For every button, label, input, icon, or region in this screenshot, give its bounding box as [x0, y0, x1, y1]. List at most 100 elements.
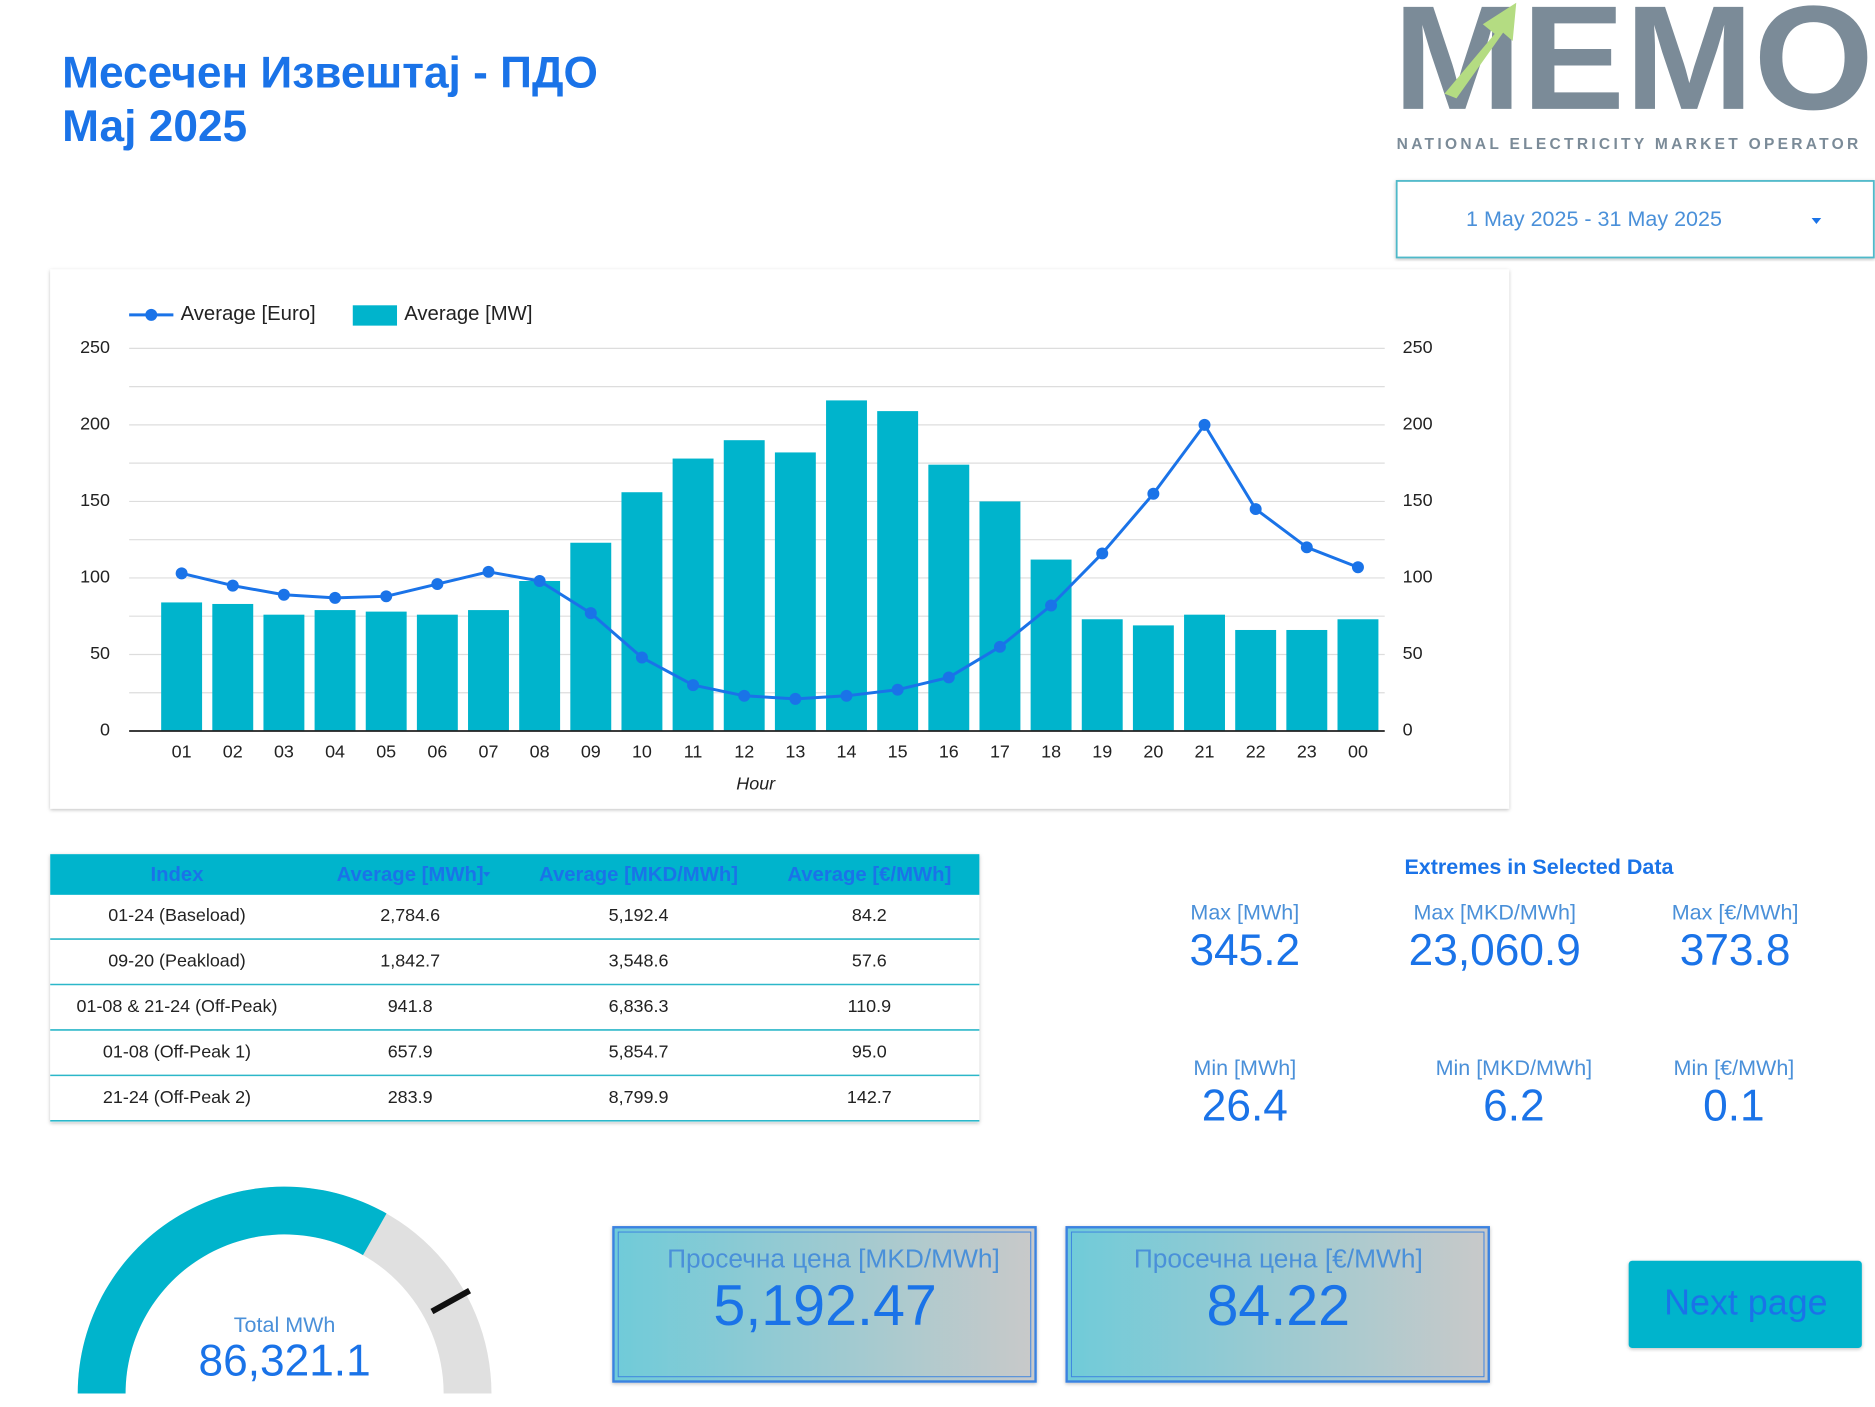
extreme-label: Min [MWh] — [1193, 1056, 1296, 1080]
y2-tick-label: 50 — [1403, 643, 1423, 663]
line-point — [584, 607, 597, 620]
gauge: Total MWh 86,321.1 — [77, 1186, 492, 1394]
table-cell: 3,548.6 — [609, 951, 669, 971]
bar — [314, 610, 356, 732]
table-cell: 84.2 — [852, 905, 887, 925]
x-tick-label: 18 — [1041, 741, 1061, 761]
bar — [1081, 619, 1123, 732]
y-tick-label: 200 — [80, 414, 110, 434]
extreme-label: Max [€/MWh] — [1672, 901, 1799, 925]
gauge-label: Total MWh — [234, 1313, 336, 1337]
table-header-cell: Average [MKD/MWh] — [539, 864, 738, 886]
x-tick-label: 08 — [530, 741, 550, 761]
title: Месечен Извештај - ПДО — [62, 48, 598, 97]
line-point — [380, 590, 393, 603]
legend-label: Average [Euro] — [181, 303, 316, 325]
table-cell: 142.7 — [847, 1087, 892, 1107]
table-cell: 57.6 — [852, 951, 887, 971]
bar — [723, 440, 765, 732]
button-label[interactable]: Next page — [1664, 1282, 1827, 1322]
date-range[interactable]: 1 May 2025 - 31 May 2025 — [1466, 207, 1722, 231]
kpi-card: Просечна цена [€/MWh] 84.22 — [1065, 1226, 1490, 1383]
x-tick-label: 03 — [274, 741, 294, 761]
line-point — [482, 565, 495, 578]
card-inner — [617, 1231, 1032, 1378]
extreme-value: 0.1 — [1703, 1082, 1765, 1131]
y2-tick-label: 150 — [1403, 490, 1433, 510]
line-point — [1096, 547, 1109, 560]
bar — [877, 411, 919, 732]
next-page-button[interactable]: Next page — [1628, 1260, 1862, 1349]
bar — [1184, 614, 1225, 732]
legend-dot — [145, 308, 158, 321]
table-cell: 09-20 (Peakload) — [108, 951, 246, 971]
line-point — [942, 671, 955, 684]
bar — [468, 610, 509, 732]
x-tick-label: 20 — [1143, 741, 1163, 761]
button-box[interactable] — [1628, 1260, 1862, 1349]
bar — [161, 602, 203, 732]
line-point — [1045, 599, 1058, 612]
line-point — [431, 578, 444, 591]
extreme-value: 6.2 — [1483, 1082, 1545, 1131]
table-cell: 2,784.6 — [380, 905, 440, 925]
table-cell: 95.0 — [852, 1041, 887, 1061]
x-tick-label: 11 — [684, 741, 703, 761]
dropdown-arrow[interactable] — [1811, 218, 1822, 224]
bar — [416, 614, 458, 732]
line-point — [277, 588, 290, 601]
line-point — [1198, 418, 1211, 431]
extremes: Extremes in Selected Data Max [MWh]345.2… — [1189, 855, 1798, 1130]
table-header — [50, 854, 980, 895]
x-tick-label: 14 — [837, 741, 857, 761]
gauge-value: 86,321.1 — [199, 1336, 371, 1385]
y2-tick-label: 200 — [1403, 414, 1433, 434]
table-cell: 6,836.3 — [609, 996, 669, 1016]
legend-swatch — [352, 305, 398, 326]
legend-item: Average [Euro] — [129, 303, 316, 325]
table-cell: 5,854.7 — [609, 1041, 669, 1061]
table-cell: 8,799.9 — [609, 1087, 669, 1107]
x-tick-label: 12 — [734, 741, 754, 761]
x-tick-label: 05 — [376, 741, 396, 761]
bar — [1132, 625, 1174, 732]
bar — [365, 611, 407, 732]
date-picker-box[interactable] — [1395, 180, 1875, 259]
line-point — [329, 591, 342, 604]
line-point — [226, 579, 239, 592]
x-tick-label: 23 — [1297, 741, 1317, 761]
bar — [570, 542, 612, 732]
bar — [979, 501, 1021, 732]
line-point — [993, 640, 1006, 653]
x-tick-label: 22 — [1246, 741, 1266, 761]
bar — [826, 400, 867, 732]
y2-tick-label: 0 — [1403, 720, 1413, 740]
bar — [774, 452, 816, 732]
line-point — [789, 692, 802, 705]
line-point — [840, 689, 853, 702]
bar — [1337, 619, 1379, 732]
y-tick-label: 50 — [90, 643, 110, 663]
table-cell: 01-08 & 21-24 (Off-Peak) — [77, 996, 278, 1016]
y-tick-label: 150 — [80, 490, 110, 510]
x-tick-label: 16 — [939, 741, 959, 761]
x-tick-label: 17 — [990, 741, 1010, 761]
x-tick-label: 09 — [581, 741, 601, 761]
table-cell: 5,192.4 — [609, 905, 669, 925]
card-label: Просечна цена [€/MWh] — [1134, 1244, 1423, 1274]
line-point — [1351, 561, 1364, 574]
table-cell: 01-08 (Off-Peak 1) — [103, 1041, 251, 1061]
line-point — [1300, 541, 1313, 554]
x-tick-label: 10 — [632, 741, 652, 761]
line-point — [1249, 503, 1262, 516]
extreme-value: 345.2 — [1189, 926, 1300, 975]
date-picker[interactable]: 1 May 2025 - 31 May 2025 — [1395, 180, 1875, 259]
extreme-value: 23,060.9 — [1409, 926, 1581, 975]
sort-icon[interactable] — [483, 872, 491, 877]
table-cell: 21-24 (Off-Peak 2) — [103, 1087, 251, 1107]
x-axis-title: Hour — [736, 774, 776, 794]
card-box — [612, 1226, 1037, 1383]
table-cell: 1,842.7 — [380, 951, 440, 971]
